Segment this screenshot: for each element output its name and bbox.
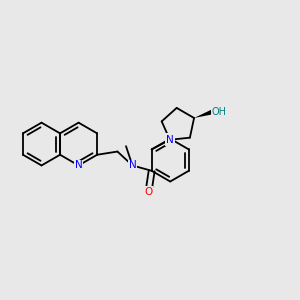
Text: N: N (166, 135, 174, 145)
Text: N: N (166, 134, 174, 144)
Polygon shape (194, 110, 213, 118)
Text: N: N (75, 160, 83, 170)
Text: N: N (128, 160, 136, 170)
Text: O: O (144, 187, 153, 197)
Text: OH: OH (212, 107, 227, 117)
